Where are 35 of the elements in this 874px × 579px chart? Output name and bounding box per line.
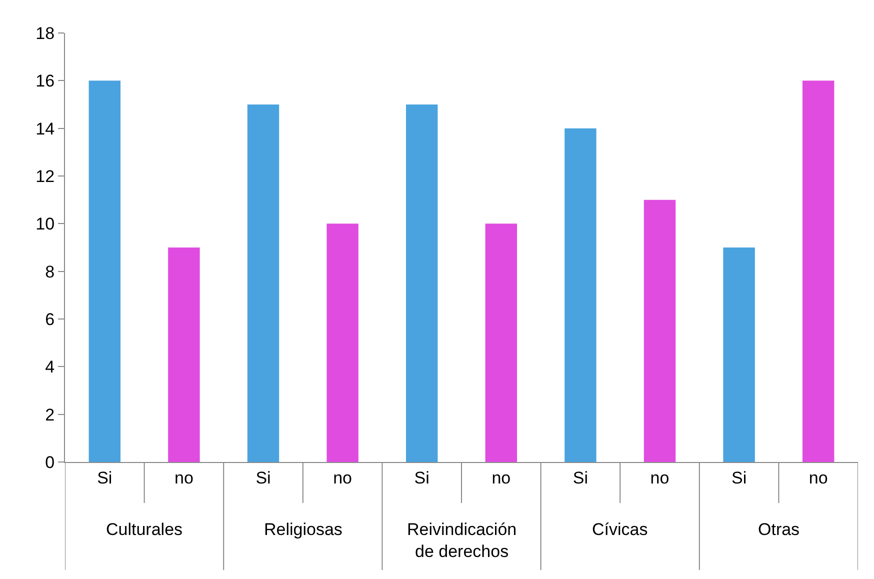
y-tick-label: 14 <box>36 119 55 138</box>
text: no <box>650 468 670 488</box>
bar <box>326 224 358 462</box>
x-tick-label: Otras <box>758 520 800 539</box>
series-label: no <box>174 468 194 488</box>
text: Si <box>256 468 271 488</box>
bar <box>168 248 200 462</box>
x-tick-label: Reivindicación de derechos <box>407 520 517 562</box>
text: Si <box>414 468 430 488</box>
y-tick-label: 18 <box>36 24 55 43</box>
text: no <box>333 468 352 488</box>
y-tick-label: 10 <box>36 214 55 234</box>
bar <box>564 128 596 462</box>
text: Si <box>731 468 747 488</box>
y-tick-label: 0 <box>45 452 55 472</box>
y-tick-label: 8 <box>45 262 55 282</box>
y-tick-label: 4 <box>45 358 55 377</box>
x-tick-label: Religiosas <box>264 520 342 539</box>
series-label: Si <box>97 468 112 488</box>
y-tick-label: 2 <box>45 405 55 424</box>
bar <box>406 104 438 462</box>
text: no <box>492 468 511 488</box>
bar <box>802 80 834 462</box>
bar <box>723 248 755 462</box>
text: no <box>808 468 828 488</box>
y-tick-label: 16 <box>36 72 55 91</box>
bar <box>644 200 676 462</box>
y-tick-label: 12 <box>36 166 55 186</box>
bar <box>247 104 280 462</box>
y-tick-label: 6 <box>45 310 55 329</box>
x-tick-label: Culturales <box>106 520 183 539</box>
x-tick-label: Cívicas <box>592 520 648 539</box>
text: Si <box>572 468 588 488</box>
bar <box>485 224 518 462</box>
bar <box>88 80 121 462</box>
